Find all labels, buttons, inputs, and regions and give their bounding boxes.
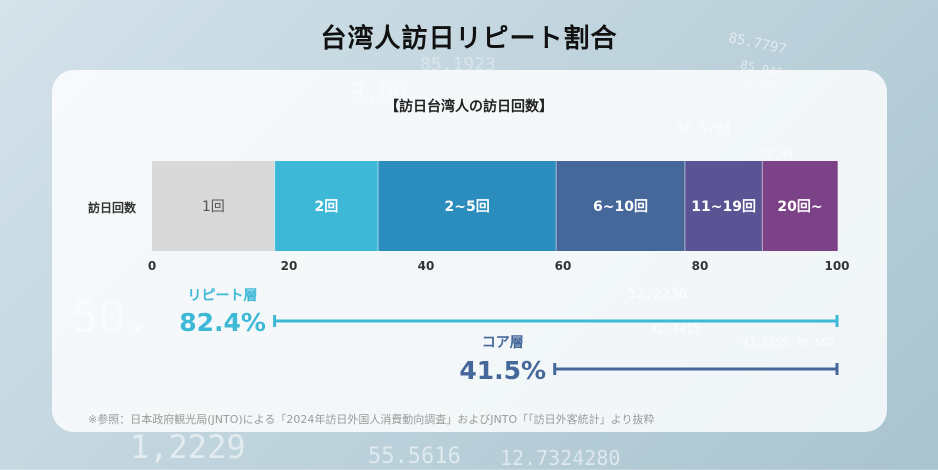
- x-tick-label: 40: [418, 259, 435, 273]
- segment-label: 11~19回: [691, 199, 756, 215]
- bar-segment: [762, 161, 838, 251]
- segment-label: 1回: [202, 199, 225, 215]
- chart-title: 【訪日台湾人の訪日回数】: [385, 99, 553, 115]
- x-tick-label: 20: [281, 259, 298, 273]
- row-label: 訪日回数: [88, 201, 137, 215]
- page-title: 台湾人訪日リピート割合: [320, 24, 618, 54]
- segment-label: 2回: [314, 199, 338, 215]
- bar-segment: [152, 161, 275, 251]
- bar-segment: [556, 161, 685, 251]
- x-tick-label: 60: [555, 259, 572, 273]
- x-tick-label: 0: [148, 259, 156, 273]
- range-value: 82.4%: [179, 308, 266, 337]
- range-label: リピート層: [188, 288, 258, 304]
- range-value: 41.5%: [459, 356, 546, 385]
- footnote: ※参照：日本政府観光局(JNTO)による「2024年訪日外国人消費動向調査」およ…: [88, 413, 655, 426]
- x-tick-label: 80: [692, 259, 709, 273]
- bar-segment: [684, 161, 763, 251]
- bar-segment: [378, 161, 557, 251]
- segment-label: 20回~: [777, 199, 822, 215]
- bar-segment: [274, 161, 379, 251]
- segment-label: 2~5回: [444, 199, 489, 215]
- range-label: コア層: [482, 335, 524, 351]
- segment-label: 6~10回: [593, 199, 648, 215]
- x-tick-label: 100: [824, 259, 849, 273]
